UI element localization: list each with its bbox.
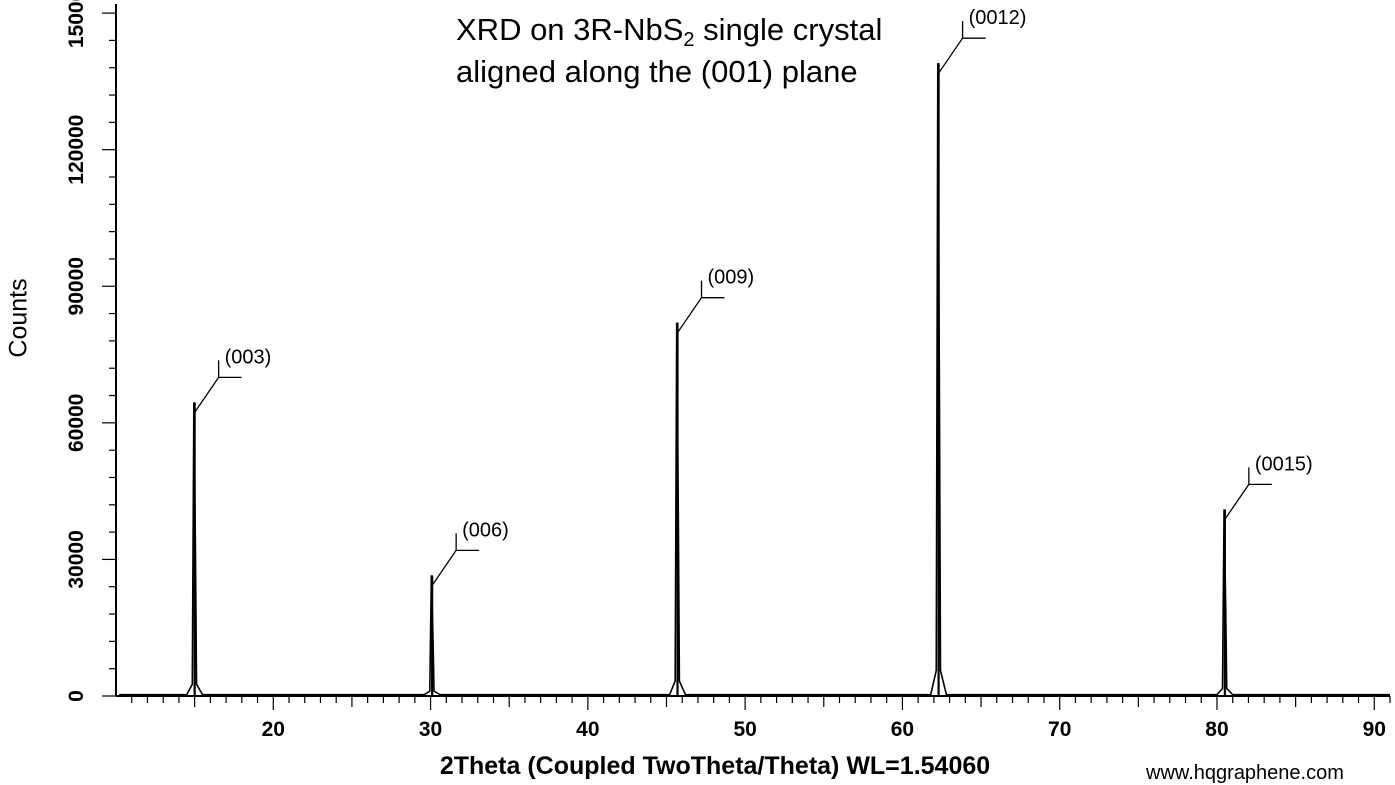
x-tick-label: 60 [891,718,914,741]
peak-leader [938,21,986,74]
x-tick-label: 40 [576,718,599,741]
peak-label: (009) [708,267,755,289]
website-credit: www.hqgraphene.com [1146,762,1344,784]
xrd-trace-line [119,63,1390,696]
xrd-trace [119,63,1390,696]
y-tick-label: 120000 [65,115,88,185]
x-tick-label: 70 [1048,718,1071,741]
peak-leader [194,360,242,413]
peak-leader [676,280,725,334]
y-tick-label: 60000 [65,394,88,452]
x-tick-label: 90 [1363,718,1386,741]
chart-title-line-2: aligned along the (001) plane [456,54,858,89]
chart-axes [115,4,1390,697]
y-tick-label: 30000 [65,530,88,588]
chart-ticks: 20 30 40 50 60 70 80 90 0 30000 60000 90000 120000 15… [65,0,1391,741]
y-tick-label: 0 [65,690,88,702]
peak-leader [1224,467,1272,520]
peak-annotations: (003) (006) (009) (0012) (0015) [194,7,1313,586]
x-tick-label: 20 [262,718,285,741]
y-tick-label: 90000 [65,257,88,315]
peak-label: (0015) [1255,453,1313,475]
x-axis-label: 2Theta (Coupled TwoTheta/Theta) WL=1.540… [439,752,991,780]
x-tick-label: 80 [1205,718,1228,741]
peak-label: (006) [462,519,509,541]
y-axis-label: Counts [4,278,33,358]
peak-label: (003) [225,346,272,368]
chart-title-line-1: XRD on 3R-NbS2 single crystal [456,12,883,51]
peak-leader [431,533,480,586]
y-tick-label: 150000 [65,0,88,48]
x-tick-label: 30 [419,718,442,741]
peak-label: (0012) [969,7,1027,29]
x-tick-label: 50 [733,718,756,741]
